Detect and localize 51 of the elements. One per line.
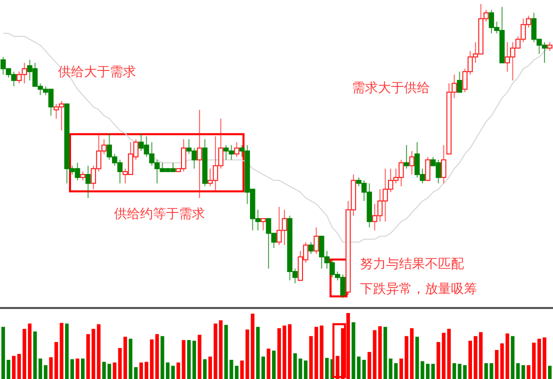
- annotation: 需求大于供给: [352, 81, 430, 96]
- bar: [431, 364, 435, 379]
- candlestick: [85, 165, 91, 199]
- bar: [80, 358, 85, 379]
- candlestick: [441, 144, 446, 184]
- bar: [346, 313, 350, 379]
- bar: [436, 342, 440, 379]
- annotation: 下跌异常，放量吸筹: [360, 282, 477, 297]
- bar: [70, 359, 74, 379]
- bar: [123, 336, 128, 379]
- bar: [261, 356, 266, 379]
- bar: [250, 314, 254, 379]
- bar: [60, 322, 64, 379]
- bar: [187, 340, 191, 379]
- bar: [160, 336, 164, 379]
- bar: [304, 360, 308, 379]
- bar: [383, 326, 388, 379]
- bar: [198, 334, 202, 379]
- annotation: 供给大于需求: [58, 65, 136, 80]
- bar: [325, 358, 329, 379]
- bar: [96, 324, 101, 379]
- annotation: 供给约等于需求: [114, 207, 205, 222]
- bar: [362, 360, 366, 379]
- bar: [256, 326, 260, 379]
- bar: [234, 366, 238, 379]
- bar: [176, 362, 180, 379]
- bar: [76, 358, 80, 379]
- bar: [44, 365, 48, 379]
- bar: [426, 364, 430, 379]
- candlestick: [196, 109, 202, 199]
- bar: [548, 366, 552, 379]
- bar: [155, 334, 159, 379]
- candlestick: [314, 226, 319, 254]
- bar: [320, 326, 324, 379]
- bar: [266, 348, 270, 379]
- candlestick: [456, 71, 462, 93]
- bar: [192, 340, 196, 379]
- bar: [368, 352, 372, 379]
- bar: [65, 324, 69, 379]
- candlestick: [409, 150, 414, 176]
- bar: [28, 324, 32, 379]
- bar: [203, 359, 207, 379]
- candlestick: [425, 156, 430, 181]
- bar: [182, 340, 186, 379]
- bar: [12, 356, 16, 379]
- candlestick: [308, 242, 314, 254]
- annotation: 努力与结果不匹配: [360, 257, 464, 272]
- bar: [452, 363, 456, 379]
- candlestick: [260, 218, 266, 231]
- bar: [272, 350, 276, 379]
- candlestick: [234, 142, 240, 158]
